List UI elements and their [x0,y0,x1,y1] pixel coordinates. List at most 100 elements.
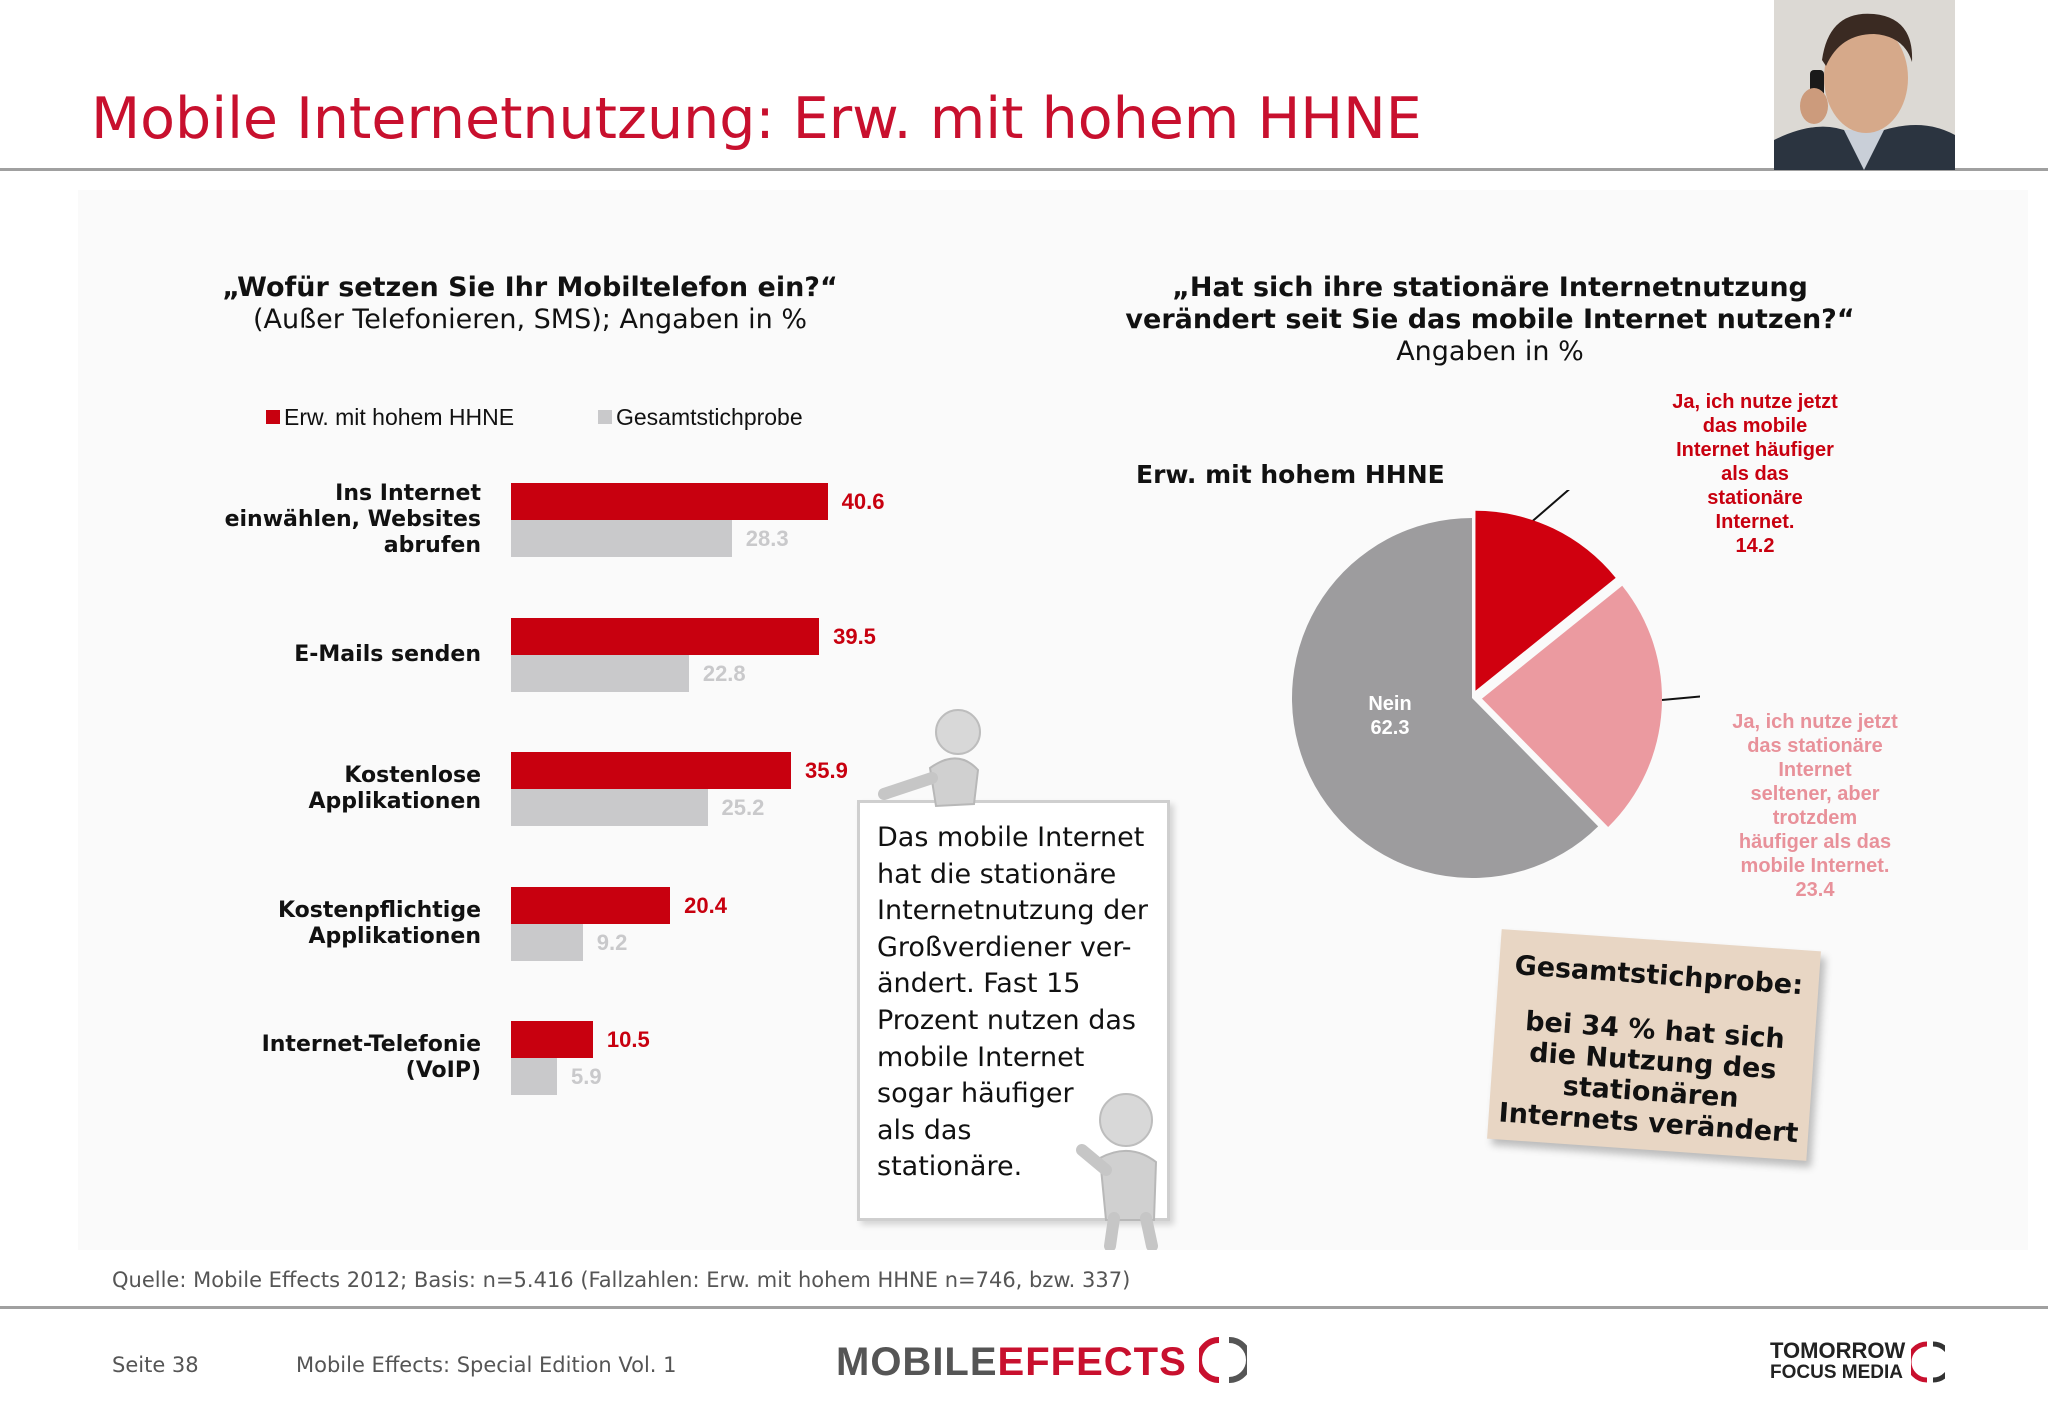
callout-line: ändert. Fast 15 [877,968,1081,1000]
category-label-line: Applikationen [308,923,482,949]
pie-label-inside: Nein 62.3 [1330,692,1450,740]
callout-line: stationäre. [877,1151,1023,1183]
bar-secondary [511,923,583,961]
header-divider [0,168,2048,171]
category-label-line: E-Mails senden [294,641,481,667]
logo-text-focus-media: FOCUS MEDIA [1770,1362,1903,1383]
category-label-line: (VoIP) [405,1058,481,1083]
right-chart-question-line1: „Hat sich ihre stationäre Internetnutzun… [1172,272,1808,303]
value-label-secondary: 25.2 [721,795,765,820]
bar-secondary [511,654,689,692]
category-label: Kostenpflichtige Applikationen [181,898,481,950]
callout-line: mobile Internet [877,1041,1085,1073]
pie-label-line: mobile Internet. [1740,855,1890,877]
logo-text-tomorrow: TOMORROW [1770,1338,1906,1363]
value-label-primary: 39.5 [833,623,876,649]
legend-label-secondary: Gesamtstichprobe [616,404,803,430]
value-label-primary: 40.6 [841,489,885,514]
callout-line: als das [877,1114,972,1146]
value-label-primary: 35.9 [805,758,848,783]
pie-label-line: Ja, ich nutze jetzt [1672,391,1838,413]
bar-primary [511,886,671,924]
figure-illustration-top [878,709,981,808]
pie-slice [1481,585,1662,827]
category-label-line: einwählen, Websites [224,507,481,532]
category-label: E-Mails senden [181,642,481,668]
callout-line: hat die stationäre [877,858,1117,890]
legend-item-primary: Erw. mit hohem HHNE [266,404,514,431]
pie-leader-line-2 [1661,695,1700,702]
bar-primary [511,617,820,655]
page-number: Seite 38 [112,1353,199,1377]
pie-chart [1292,490,1700,878]
mobile-effects-logo: MOBILEEFFECTS [836,1336,1252,1385]
tomorrow-focus-media-logo: TOMORROW FOCUS MEDIA [1770,1338,1954,1384]
source-note: Quelle: Mobile Effects 2012; Basis: n=5.… [112,1268,1131,1292]
right-chart-title: „Hat sich ihre stationäre Internetnutzun… [1070,272,1910,368]
category-label: Internet-Telefonie (VoIP) [181,1032,481,1084]
pie-value-label: 62.3 [1370,717,1410,739]
callout-line: Internetnutzung der [877,895,1148,927]
publication-name: Mobile Effects: Special Edition Vol. 1 [296,1353,677,1377]
bar-primary [511,1021,593,1058]
callout-line: Prozent nutzen das [877,1004,1136,1036]
pie-label-line: trotzdem [1772,807,1858,829]
legend-label-primary: Erw. mit hohem HHNE [284,404,515,430]
pie-group-label: Erw. mit hohem HHNE [1136,460,1445,489]
callout-line: sogar häufiger [877,1078,1074,1110]
legend-swatch-secondary [598,410,612,424]
pie-label: Ja, ich nutze jetzt das stationäre Interne… [1700,710,1930,902]
value-label-primary: 20.4 [684,892,727,918]
category-label: Ins Internet einwählen, Websites abrufen [181,481,481,559]
left-chart-title: „Wofür setzen Sie Ihr Mobiltelefon ein?“… [140,272,920,336]
logo-arc-icon [1906,1341,1954,1383]
callout-text: Das mobile Internet hat die stationäre Int… [877,820,1167,1186]
pie-label-line: seltener, aber [1750,783,1880,805]
logo-bracket-icon [1195,1337,1252,1383]
callout-line: Das mobile Internet [877,822,1145,853]
value-label-secondary: 5.9 [571,1064,602,1089]
left-chart-subtitle: (Außer Telefonieren, SMS); Angaben in % [252,304,808,335]
logo-text-mobile: MOBILE [836,1340,998,1384]
logo-text-effects: EFFECTS [997,1340,1187,1384]
pie-slice [1292,518,1599,878]
legend-swatch-primary [266,410,280,424]
pie-label: Ja, ich nutze jetzt das mobile Internet hä… [1640,390,1870,558]
category-label-line: Kostenlose [344,763,481,788]
pie-value-label: 14.2 [1735,535,1775,557]
value-label-secondary: 9.2 [596,929,628,955]
bar-secondary [511,520,732,557]
figure-illustration-bottom [1076,1093,1158,1250]
pie-value-label: 23.4 [1795,879,1835,901]
pie-label-line: das stationäre [1747,735,1883,757]
value-label-secondary: 28.3 [745,526,789,551]
category-label-line: Internet-Telefonie [261,1032,481,1057]
pie-leader-line-1 [1524,490,1570,529]
value-label-primary: 10.5 [606,1027,650,1052]
pie-label-line: Nein [1368,693,1412,715]
pie-label-line: Internet. [1715,511,1795,533]
pie-label-line: häufiger als das [1738,831,1892,853]
category-label: Kostenlose Applikationen [181,763,482,815]
pie-label-line: Internet [1778,759,1852,781]
callout-line: Großverdiener ver- [877,931,1132,963]
right-chart-question-line2: verändert seit Sie das mobile Internet n… [1125,304,1855,335]
footer-divider [0,1306,2048,1309]
summary-note-title: Gesamtstichprobe: [1513,950,1805,1002]
category-label-line: Kostenpflichtige [278,897,481,923]
category-label-line: Applikationen [308,789,482,814]
category-label-line: Ins Internet [335,481,481,506]
page-title: Mobile Internetnutzung: Erw. mit hohem H… [91,86,1422,152]
summary-note-content: Gesamtstichprobe: bei 34 % hat sich die N… [1487,929,1821,1161]
value-label-secondary: 22.8 [702,660,746,686]
bar-secondary [511,1058,558,1095]
pie-label-line: Internet häufiger [1676,439,1834,461]
summary-note: Gesamtstichprobe: bei 34 % hat sich die N… [1487,929,1821,1161]
header-photo [1774,0,1955,170]
right-chart-subtitle: Angaben in % [1396,336,1584,367]
bar-primary [511,483,828,520]
category-label-line: abrufen [383,533,481,558]
pie-label-line: das mobile [1702,415,1808,437]
pie-slice [1475,510,1616,691]
summary-note-lines: bei 34 % hat sich die Nutzung des stationä… [1488,1004,1816,1150]
